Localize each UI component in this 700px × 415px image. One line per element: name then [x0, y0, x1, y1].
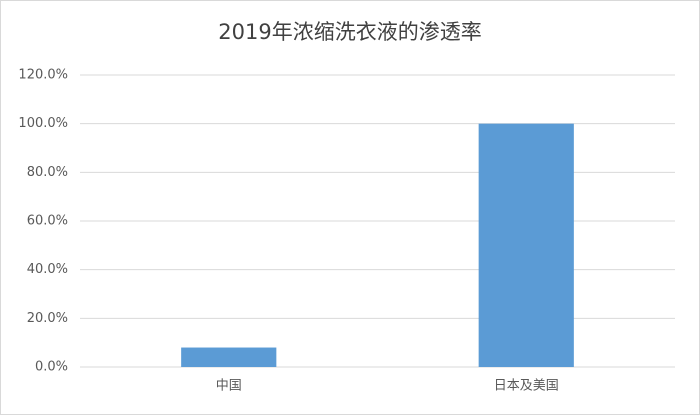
y-tick-label: 80.0%: [27, 165, 68, 180]
x-tick-label: 日本及美国: [494, 379, 559, 394]
chart-title: 2019年浓缩洗衣液的渗透率: [218, 20, 481, 44]
y-tick-label: 120.0%: [18, 68, 68, 83]
x-tick-label: 中国: [216, 379, 242, 394]
y-tick-label: 0.0%: [35, 360, 68, 375]
y-tick-label: 40.0%: [27, 262, 68, 277]
bar: [478, 123, 574, 368]
y-tick-label: 20.0%: [27, 311, 68, 326]
y-tick-label: 100.0%: [18, 116, 68, 131]
y-tick-label: 60.0%: [27, 214, 68, 229]
bar: [181, 347, 277, 367]
